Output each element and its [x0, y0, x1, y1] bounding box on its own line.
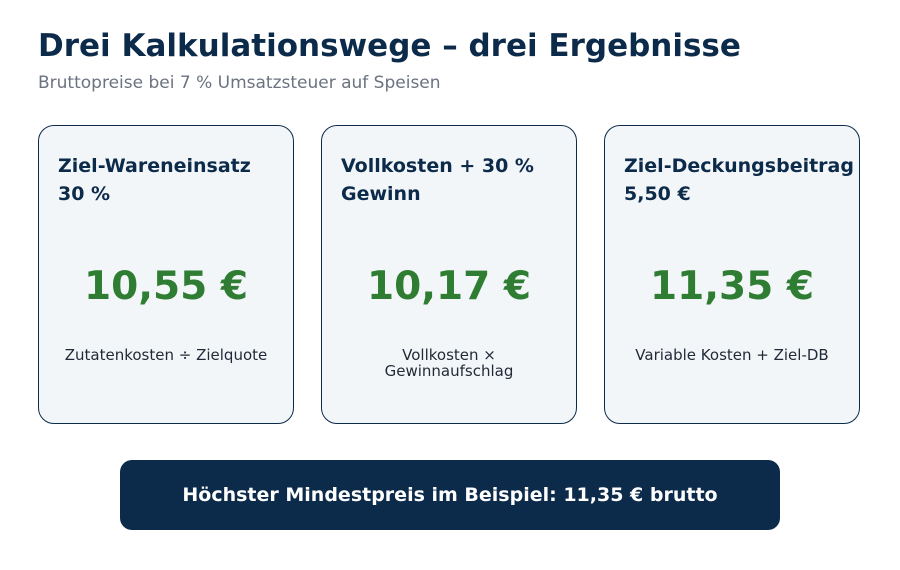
- page-subtitle: Bruttopreise bei 7 % Umsatzsteuer auf Sp…: [38, 73, 441, 93]
- method-card-vollkosten: Vollkosten + 30 % Gewinn 10,17 € Vollkos…: [321, 125, 577, 424]
- card-price-value: 10,17 €: [366, 264, 532, 309]
- card-heading: Ziel-Deckungsbeitrag 5,50 €: [624, 155, 854, 205]
- method-card-wareneinsatz: Ziel-Wareneinsatz 30 % 10,55 € Zutatenko…: [38, 125, 294, 424]
- card-heading: Ziel-Wareneinsatz 30 %: [58, 155, 251, 205]
- card-formula-note: Variable Kosten + Ziel-DB: [635, 346, 829, 364]
- card-heading: Vollkosten + 30 % Gewinn: [341, 155, 534, 205]
- card-price-value: 11,35 €: [649, 264, 815, 309]
- card-formula-note: Zutatenkosten ÷ Zielquote: [64, 346, 268, 364]
- card-price-value: 10,55 €: [83, 264, 249, 309]
- card-formula-note: Vollkosten × Gewinnaufschlag: [384, 346, 514, 380]
- summary-banner-text: Höchster Mindestpreis im Beispiel: 11,35…: [182, 484, 718, 506]
- summary-banner: Höchster Mindestpreis im Beispiel: 11,35…: [120, 460, 780, 530]
- page-title: Drei Kalkulationswege – drei Ergebnisse: [38, 28, 741, 64]
- method-card-deckungsbeitrag: Ziel-Deckungsbeitrag 5,50 € 11,35 € Vari…: [604, 125, 860, 424]
